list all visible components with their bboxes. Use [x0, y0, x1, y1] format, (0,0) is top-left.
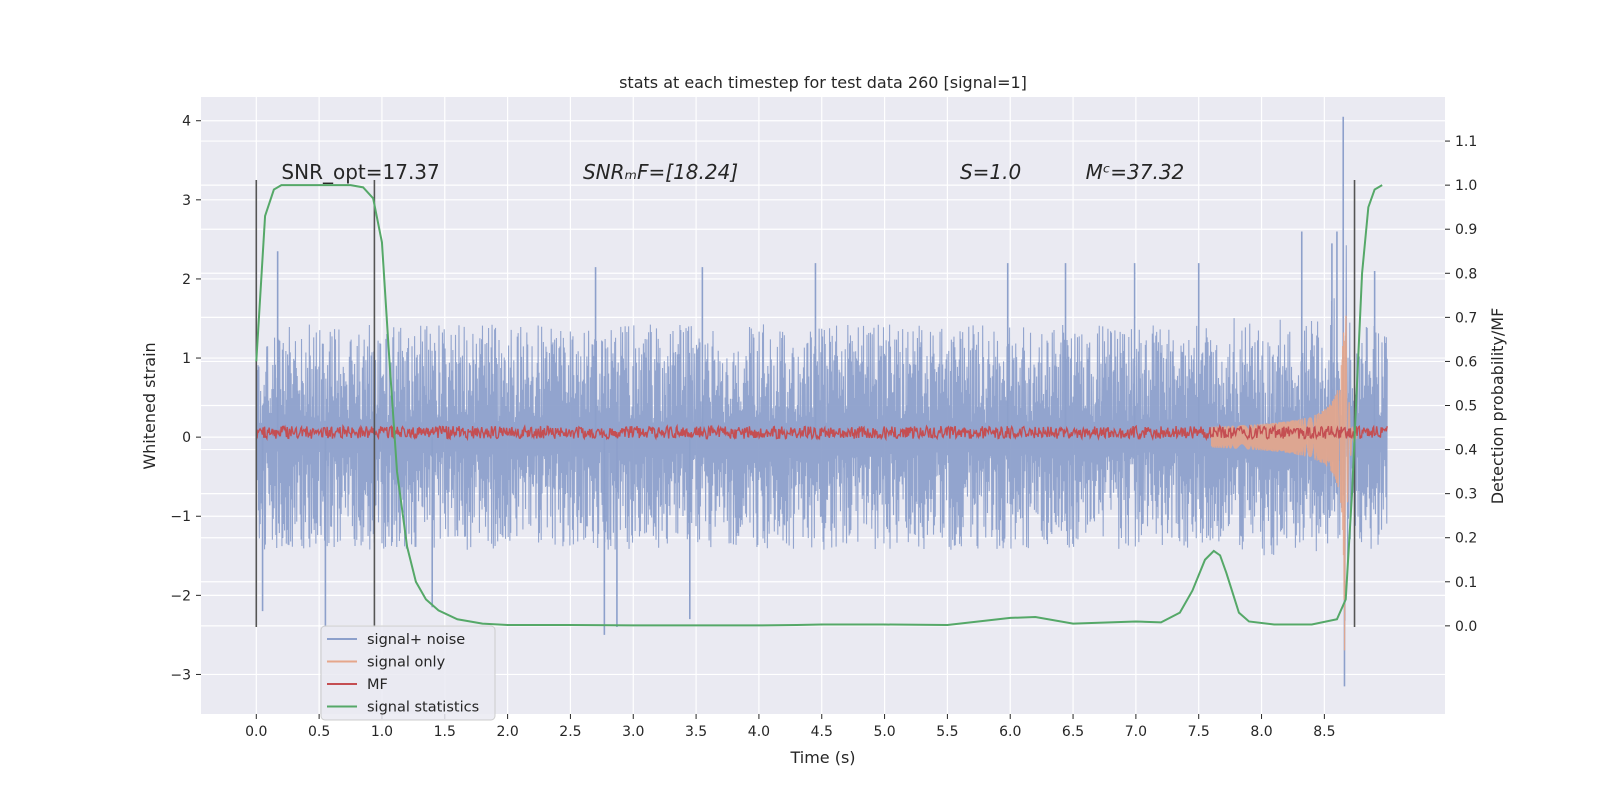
legend-label: MF — [367, 677, 388, 693]
legend-label: signal only — [367, 655, 446, 671]
annotations: SNR_opt=17.37 SNRₘF=[18.24] S=1.0 Mᶜ=37.32 — [281, 160, 1184, 184]
x-tick-label: 5.0 — [873, 724, 895, 740]
series-signal-noise — [255, 245, 1388, 621]
x-tick-label: 7.0 — [1125, 724, 1147, 740]
x-tick-label: 4.0 — [748, 724, 770, 740]
legend-label: signal+ noise — [367, 632, 465, 648]
y-right-tick-label: 0.2 — [1455, 531, 1477, 547]
y-right-tick-label: 1.1 — [1455, 134, 1477, 150]
x-tick-label: 8.5 — [1313, 724, 1335, 740]
y-tick-label: 3 — [182, 193, 191, 209]
plot-area — [255, 116, 1388, 687]
annotation-s: S=1.0 — [960, 160, 1021, 184]
x-tick-label: 3.5 — [685, 724, 707, 740]
x-tick-label: 1.0 — [371, 724, 393, 740]
x-tick-label: 5.5 — [936, 724, 958, 740]
series-mf — [255, 423, 1388, 442]
legend: signal+ noise signal only MF signal statist… — [320, 625, 496, 721]
y-tick-label: 0 — [182, 430, 191, 446]
x-tick-label: 3.0 — [622, 724, 644, 740]
y-axis-right-label: Detection probability/MF — [1488, 308, 1507, 505]
y-right-tick-label: 0.0 — [1455, 619, 1477, 635]
x-tick-label: 2.0 — [496, 724, 518, 740]
y-right-tick-label: 1.0 — [1455, 178, 1477, 194]
y-right-tick-label: 0.8 — [1455, 266, 1477, 282]
x-tick-label: 8.0 — [1250, 724, 1272, 740]
series-signal-statistics — [255, 184, 1383, 627]
y-right-tick-label: 0.4 — [1455, 443, 1477, 459]
y-tick-label: −2 — [170, 588, 191, 604]
x-tick-label: 4.5 — [811, 724, 833, 740]
y-axis-label: Whitened strain — [140, 342, 159, 469]
x-tick-label: 6.5 — [1062, 724, 1084, 740]
x-tick-label: 6.0 — [999, 724, 1021, 740]
x-tick-label: 2.5 — [559, 724, 581, 740]
y-tick-label: 2 — [182, 272, 191, 288]
annotation-snr-opt: SNR_opt=17.37 — [281, 160, 439, 184]
x-tick-label: 1.5 — [434, 724, 456, 740]
y-tick-label: −1 — [170, 509, 191, 525]
y-tick-label: 4 — [182, 114, 191, 130]
y-tick-label: 1 — [182, 351, 191, 367]
legend-box — [320, 625, 496, 721]
x-tick-label: 0.5 — [308, 724, 330, 740]
y-right-tick-label: 0.5 — [1455, 399, 1477, 415]
y-right-tick-label: 0.1 — [1455, 575, 1477, 591]
legend-label: signal statistics — [367, 700, 479, 716]
series-signal-only — [1210, 315, 1358, 651]
x-tick-label: 7.5 — [1188, 724, 1210, 740]
y-tick-label: −3 — [170, 667, 191, 683]
x-axis-label: Time (s) — [789, 748, 855, 767]
annotation-snr-mf: SNRₘF=[18.24] — [583, 160, 738, 184]
y-right-tick-label: 0.7 — [1455, 310, 1477, 326]
annotation-mc: Mᶜ=37.32 — [1086, 160, 1185, 184]
axes: 0.0 0.5 1.0 1.5 2.0 2.5 3.0 3.5 4.0 4.5 5.0 5.5 6.0 6… — [170, 114, 1477, 740]
y-right-tick-label: 0.9 — [1455, 222, 1477, 238]
chart-title: stats at each timestep for test data 260… — [619, 73, 1027, 92]
y-right-tick-label: 0.6 — [1455, 354, 1477, 370]
y-right-tick-label: 0.3 — [1455, 487, 1477, 503]
x-tick-label: 0.0 — [245, 724, 267, 740]
